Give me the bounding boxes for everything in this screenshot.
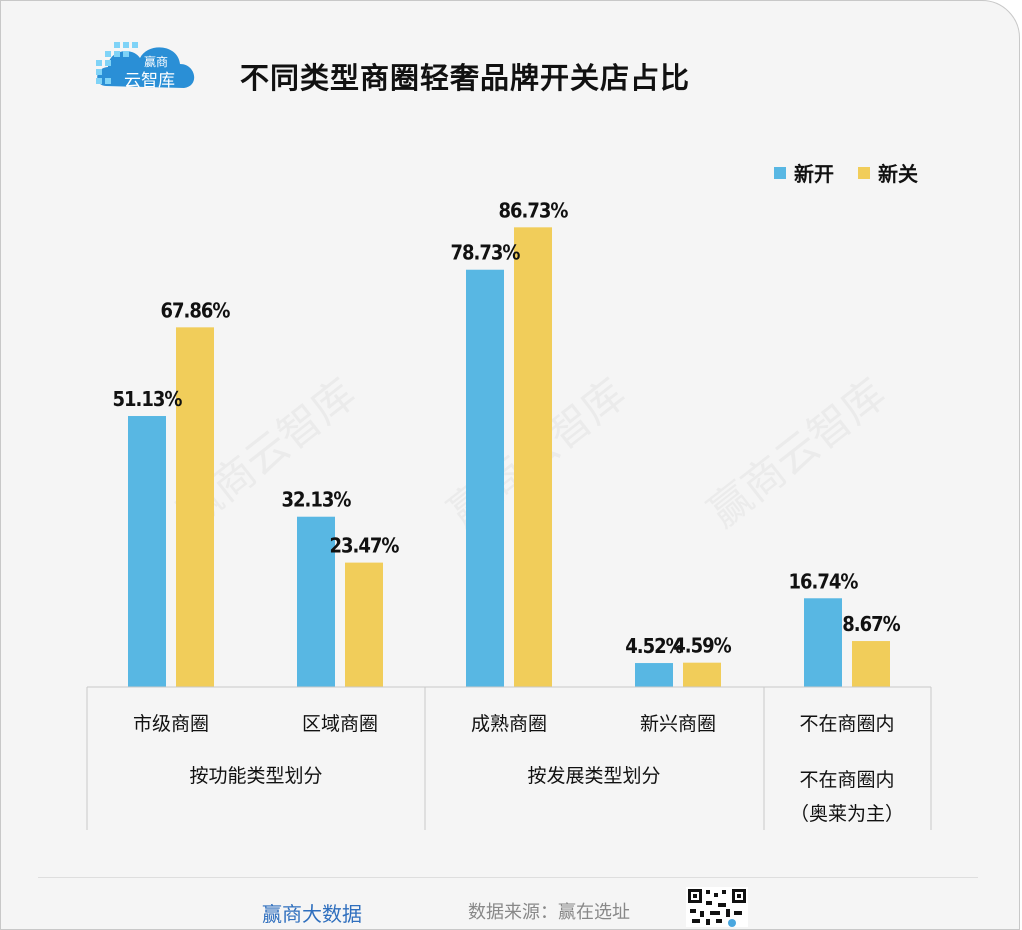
bar-chart: 51.13% 67.86% 32.13% 23.47% 78.73% 86.73% 4.52… — [86, 198, 932, 830]
footer-source: 数据来源：赢在选址 — [468, 902, 630, 923]
value-label-open-0: 51.13% — [113, 387, 183, 411]
category-label-0: 市级商圈 — [133, 713, 209, 735]
legend-label-new-close: 新关 — [878, 162, 918, 186]
legend-label-new-open: 新开 — [794, 162, 834, 186]
logo: 赢商 云智库 — [96, 42, 195, 91]
logo-line1: 赢商 — [144, 54, 168, 69]
chart-title: 不同类型商圈轻奢品牌开关店占比 — [240, 61, 691, 95]
category-label-1: 区域商圈 — [302, 713, 378, 735]
bar-open-0 — [128, 416, 166, 687]
group-label-outside-line-1: （奥莱为主） — [790, 803, 904, 825]
footer-divider — [38, 877, 978, 878]
footer-brand: 赢商大数据 — [262, 902, 362, 926]
value-labels-layer: 51.13% 67.86% 32.13% 23.47% 78.73% 86.73% 4.52… — [113, 198, 902, 658]
value-label-close-1: 23.47% — [330, 534, 400, 558]
bar-open-4 — [804, 598, 842, 687]
logo-line2: 云智库 — [124, 71, 175, 91]
value-label-close-2: 86.73% — [499, 198, 569, 222]
legend: 新开 新关 — [774, 158, 942, 187]
category-label-4: 不在商圈内 — [799, 713, 894, 735]
category-label-2: 成熟商圈 — [471, 713, 547, 735]
bar-open-2 — [466, 269, 504, 687]
bar-close-3 — [683, 662, 721, 687]
bar-close-4 — [852, 641, 890, 687]
qr-code-icon — [686, 887, 748, 927]
legend-item-new-close: 新关 — [858, 158, 918, 187]
group-label-outside-line-0: 不在商圈内 — [799, 769, 894, 791]
legend-swatch-new-open — [774, 166, 786, 179]
value-label-open-4: 16.74% — [789, 569, 859, 593]
bar-close-2 — [514, 227, 552, 687]
value-label-close-4: 8.67% — [842, 612, 900, 636]
value-label-close-3: 4.59% — [673, 634, 731, 658]
bar-open-1 — [297, 516, 335, 687]
value-label-open-3: 4.52% — [625, 634, 683, 658]
legend-item-new-open: 新开 — [774, 158, 834, 187]
group-label-function: 按功能类型划分 — [189, 765, 322, 787]
value-label-open-2: 78.73% — [451, 241, 521, 265]
bars-layer — [128, 227, 890, 687]
group-label-development: 按发展类型划分 — [527, 765, 660, 787]
value-label-open-1: 32.13% — [282, 488, 352, 512]
bar-close-0 — [176, 327, 214, 687]
legend-swatch-new-close — [858, 166, 870, 179]
bar-open-3 — [635, 663, 673, 687]
category-label-3: 新兴商圈 — [640, 713, 716, 735]
bar-close-1 — [345, 562, 383, 687]
value-label-close-0: 67.86% — [161, 298, 231, 322]
